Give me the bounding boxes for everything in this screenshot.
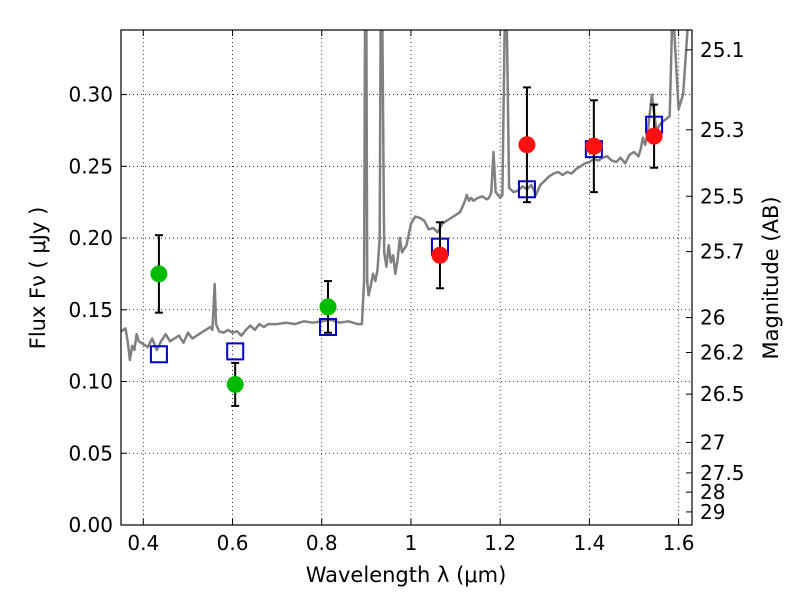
observed-nir-point	[431, 246, 449, 264]
axis-ticks	[121, 30, 692, 526]
x-tick-label: 1	[405, 531, 418, 555]
y-tick-label: 0.20	[68, 226, 113, 250]
observed-nir-point	[585, 137, 603, 155]
magnitude-tick-label: 25.3	[700, 118, 745, 142]
y-axis-title-left: Flux Fν ( μJy )	[26, 207, 50, 350]
y-tick-label: 0.10	[68, 370, 113, 394]
observed-nir-point	[518, 136, 536, 154]
model-photometry-square	[149, 345, 168, 364]
plot-area	[121, 30, 689, 407]
x-tick-label: 0.8	[306, 531, 338, 555]
x-axis-title: Wavelength λ (μm)	[306, 563, 507, 587]
magnitude-tick-label: 27	[700, 430, 725, 454]
model-photometry-square	[226, 342, 245, 361]
y-tick-label: 0.30	[68, 83, 113, 107]
magnitude-tick-label: 25.7	[700, 240, 745, 264]
y-tick-label: 0.05	[68, 441, 113, 465]
y-tick-label: 0.15	[68, 298, 113, 322]
x-tick-label: 0.4	[127, 531, 159, 555]
observed-nir-point	[645, 127, 663, 145]
x-tick-label: 1.6	[663, 531, 695, 555]
y-tick-label: 0.25	[68, 154, 113, 178]
plot-frame	[120, 29, 693, 526]
x-tick-label: 1.4	[573, 531, 605, 555]
magnitude-tick-label: 28	[700, 480, 725, 504]
magnitude-tick-label: 26	[700, 306, 725, 330]
magnitude-tick-label: 26.2	[700, 340, 745, 364]
model-spectrum-line	[121, 30, 689, 362]
observed-optical-point	[226, 375, 244, 393]
tick-labels: 0.4 0.6 0.8 1 1.2 1.4 1.6 0.00 0.05 0.10 0.15 0.20 0…	[68, 38, 744, 555]
y-axis-title-right: Magnitude (AB)	[759, 196, 783, 359]
magnitude-tick-label: 25.5	[700, 184, 745, 208]
magnitude-tick-label: 25.1	[700, 38, 745, 62]
y-tick-label: 0.00	[68, 513, 113, 537]
x-tick-label: 0.6	[217, 531, 249, 555]
magnitude-tick-label: 27.5	[700, 461, 745, 485]
observed-optical-point	[319, 298, 337, 316]
magnitude-tick-label: 26.5	[700, 382, 745, 406]
magnitude-tick-label: 29	[700, 500, 725, 524]
observed-points	[150, 127, 663, 393]
gridlines	[121, 30, 692, 526]
x-tick-label: 1.2	[484, 531, 516, 555]
observed-optical-point	[150, 265, 168, 283]
